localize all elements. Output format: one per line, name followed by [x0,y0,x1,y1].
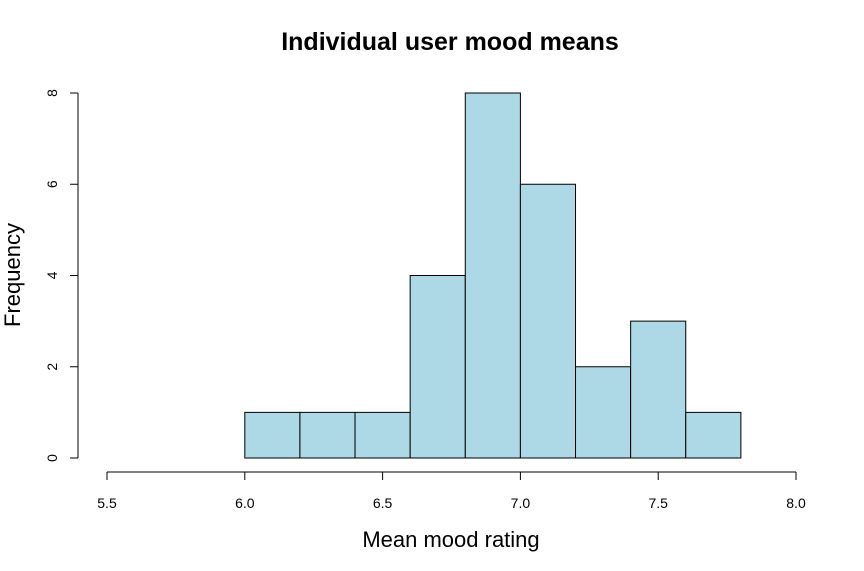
y-tick-label: 8 [44,89,60,97]
histogram-bar [354,411,411,459]
histogram-bar [299,411,356,459]
histogram-bar [630,320,687,459]
histogram-bar [244,411,301,459]
y-tick-label: 2 [44,363,60,371]
histogram-bar [685,411,742,459]
x-tick-label: 8.0 [786,495,806,511]
y-tick-label: 4 [44,271,60,279]
x-axis-label: Mean mood rating [362,527,539,552]
x-tick-label: 7.5 [648,495,668,511]
x-axis: 5.5 6.0 6.5 7.0 7.5 8.0 [97,471,806,511]
bars-group [244,92,742,459]
x-tick-label: 7.0 [511,495,531,511]
histogram-bar [575,366,632,459]
y-tick-label: 6 [44,180,60,188]
y-axis-label: Frequency [0,223,25,327]
histogram-bar [519,183,577,459]
histogram-bar [464,92,521,459]
y-axis: 0 2 4 6 8 [44,89,79,462]
x-tick-label: 5.5 [97,495,117,511]
x-tick-label: 6.5 [373,495,393,511]
x-tick-label: 6.0 [235,495,255,511]
chart-title: Individual user mood means [281,28,619,56]
histogram-bar [409,275,466,459]
y-tick-label: 0 [44,454,60,462]
